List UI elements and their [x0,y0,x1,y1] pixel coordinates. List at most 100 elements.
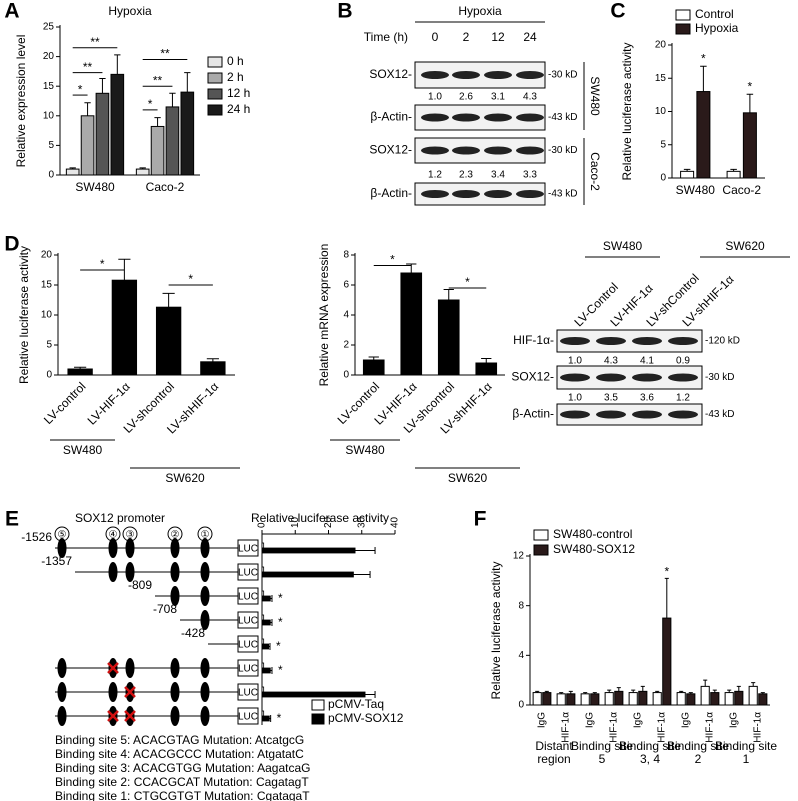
mutation-mark [107,662,119,674]
bar [261,571,354,578]
binding-site [170,538,180,558]
significance-label: * [701,51,706,65]
row-label: -428 [181,626,205,640]
bar [614,690,624,706]
bar [135,168,150,176]
bar [261,691,366,698]
y-axis-label: Relative luciferase activity [620,42,634,180]
y-tick-label: 20 [655,40,667,51]
bar [532,692,542,706]
blot-band [484,190,512,198]
error-bar [206,358,219,362]
x-tick-label: IgG [681,712,692,728]
y-tick-label: 8 [518,600,524,611]
reporter-box [237,587,259,605]
bar [475,362,498,376]
binding-site [170,706,180,726]
y-tick-label: 2 [343,340,349,351]
quant-label: 3.1 [491,92,505,103]
legend-label: pCMV-Taq [328,697,384,711]
binding-site [170,586,180,606]
blot-band [452,190,480,198]
blot-band [596,410,626,419]
bar [261,662,265,669]
binding-site [57,658,67,678]
x-tick-label: HIF-1α [753,712,764,743]
significance-label: ** [153,73,163,87]
group-label: Binding site 2 [666,740,730,766]
lane-label: 24 [523,30,537,44]
significance-label: * [465,275,470,289]
legend-swatch [533,544,549,556]
row-label: SOX12- [369,143,412,157]
blot-band [560,373,590,382]
bar [261,710,265,717]
y-tick-label: 15 [43,81,55,92]
y-tick-label: 5 [660,139,666,150]
quant-label: 3.6 [640,393,654,404]
row-label: -809 [128,578,152,592]
blot-band [596,337,626,345]
quant-label: 4.3 [604,356,618,367]
binding-site [200,658,210,678]
group-label: Binding site 5 [570,740,634,766]
bar [758,693,768,706]
binding-site [200,538,210,558]
site-label: ⑤ [58,530,67,541]
y-tick-label: 0 [660,173,666,184]
bar [155,306,182,376]
binding-site-text: Binding site 2: CCACGCAT Mutation: Cagat… [55,775,309,789]
significance-label: * [188,272,193,286]
binding-site [125,658,135,678]
binding-site [57,682,67,702]
bar [580,693,590,706]
significance-label: * [390,253,395,267]
significance-label: * [278,663,283,677]
legend-swatch [311,699,325,711]
bar [261,614,265,621]
size-label: -120 kD [705,336,740,347]
blot-band [484,113,512,122]
x-tick-label: 20 [323,516,334,528]
y-tick-label: 20 [43,51,55,62]
error-bar [353,571,371,578]
bar [686,693,696,706]
bar [696,91,711,179]
binding-site [200,706,210,726]
row-label: -708 [153,602,177,616]
cell-line-label: SW620 [725,239,765,253]
significance-label: ** [90,35,100,49]
reporter-box [237,683,259,701]
row-label: β-Actin- [370,110,412,124]
significance-label: ** [83,60,93,74]
y-tick-label: 4 [518,650,524,661]
bar [261,686,265,693]
y-tick-label: 12 [513,551,525,562]
group-label-box: Binding site 5 [570,740,634,766]
size-label: -43 kD [548,112,577,123]
blot-band [560,410,590,419]
reporter-box [237,707,259,725]
group-label-box: Distant region [535,740,572,766]
bar [734,690,744,706]
y-tick-label: 0 [46,370,52,381]
error-bar [700,65,707,92]
blot-frame [556,329,703,353]
blot-frame [556,365,703,390]
y-tick-label: 5 [46,340,52,351]
x-tick-label: Caco-2 [146,180,185,194]
quant-label: 1.0 [568,356,582,367]
blot-band [596,373,626,382]
size-label: -30 kD [705,372,734,383]
bar [261,638,265,645]
legend-swatch [207,56,223,68]
bar [710,692,720,706]
blot-band [484,71,512,79]
binding-site [108,538,118,558]
blot-band [516,190,544,198]
legend-label: Control [695,7,734,21]
size-label: -43 kD [548,189,577,200]
binding-site [108,562,118,582]
mutation-mark [124,710,136,722]
row-label: SOX12- [369,67,412,81]
